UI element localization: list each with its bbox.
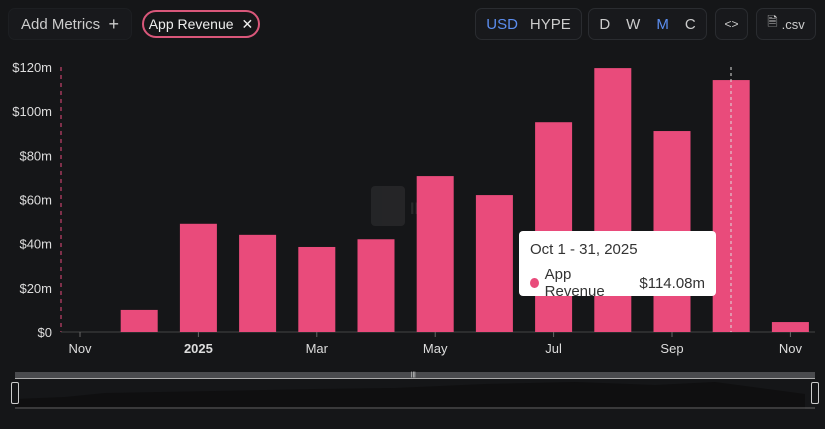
brush-drag-bar[interactable]: ||| xyxy=(15,372,815,379)
currency-hype[interactable]: HYPE xyxy=(529,15,571,33)
x-tick-label: 2025 xyxy=(184,341,213,356)
grip-icon: ||| xyxy=(411,372,416,378)
x-tick-label: Nov xyxy=(779,341,803,356)
x-tick-label: May xyxy=(423,341,448,356)
x-tick-label: Mar xyxy=(306,341,329,356)
brush-overview xyxy=(15,382,815,409)
period-toggle: D W M C xyxy=(588,8,707,40)
tooltip-series: App Revenue xyxy=(544,266,605,300)
bar-jul-2025[interactable] xyxy=(535,122,573,332)
code-icon: <> xyxy=(724,17,739,31)
range-brush[interactable]: ||| xyxy=(11,372,819,409)
y-tick-label: $80m xyxy=(19,148,52,163)
metric-chip-label: App Revenue xyxy=(148,16,234,32)
bar-apr-2025[interactable] xyxy=(357,239,395,332)
svg-text:llama: llama xyxy=(410,201,451,218)
add-metrics-label: Add Metrics xyxy=(20,15,101,33)
x-tick-label: Jul xyxy=(545,341,562,356)
series-dot-icon xyxy=(530,278,539,288)
period-week[interactable]: W xyxy=(626,15,641,33)
brush-handle-left[interactable] xyxy=(11,382,19,404)
period-month[interactable]: M xyxy=(656,15,669,33)
y-tick-label: $0 xyxy=(38,325,52,340)
file-icon: 🗎 xyxy=(767,14,778,29)
csv-label: .csv xyxy=(781,16,805,32)
period-cumulative[interactable]: C xyxy=(684,15,696,33)
add-metrics-button[interactable]: Add Metrics + xyxy=(8,8,132,40)
y-tick-label: $120m xyxy=(12,60,52,75)
bar-jun-2025[interactable] xyxy=(475,195,513,332)
bar-oct-2025[interactable] xyxy=(712,80,750,332)
y-tick-label: $100m xyxy=(12,104,52,119)
x-tick-label: Sep xyxy=(660,341,683,356)
plus-icon: + xyxy=(108,13,120,34)
bar-dec-2024[interactable] xyxy=(120,309,158,332)
tooltip: Oct 1 - 31, 2025 App Revenue $114.08m xyxy=(519,231,716,300)
currency-toggle: USD HYPE xyxy=(475,8,582,40)
currency-usd[interactable]: USD xyxy=(486,15,518,33)
embed-button[interactable]: <> xyxy=(715,8,748,40)
tooltip-value: $114.08m xyxy=(639,274,705,292)
tooltip-date: Oct 1 - 31, 2025 xyxy=(530,241,638,258)
metric-chip-app-revenue[interactable]: App Revenue ✕ xyxy=(142,10,260,38)
x-tick-label: Nov xyxy=(68,341,92,356)
watermark: llama xyxy=(371,186,451,226)
brush-handle-right[interactable] xyxy=(811,382,819,404)
bar-jan-2025[interactable] xyxy=(179,223,217,332)
bar-mar-2025[interactable] xyxy=(298,246,336,332)
bar-may-2025[interactable] xyxy=(416,176,454,332)
bar-nov-2025[interactable] xyxy=(771,322,809,332)
close-icon[interactable]: ✕ xyxy=(241,15,254,32)
csv-download-button[interactable]: 🗎 .csv xyxy=(756,8,816,40)
y-tick-label: $60m xyxy=(19,193,52,208)
y-tick-label: $20m xyxy=(19,281,52,296)
bar-feb-2025[interactable] xyxy=(239,234,277,332)
period-day[interactable]: D xyxy=(599,15,611,33)
y-tick-label: $40m xyxy=(19,237,52,252)
